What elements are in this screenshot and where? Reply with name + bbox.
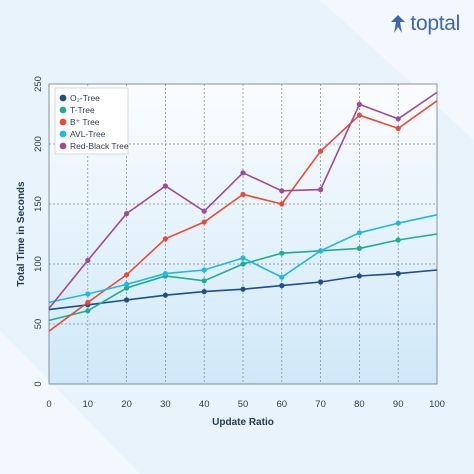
data-point	[85, 257, 91, 263]
y-tick-label: 100	[33, 256, 44, 272]
data-point	[240, 261, 246, 267]
data-point	[395, 125, 401, 131]
x-tick-label: 40	[199, 399, 210, 410]
data-point	[124, 272, 130, 278]
data-point	[85, 291, 91, 297]
data-point	[395, 271, 401, 277]
data-point	[162, 236, 168, 242]
data-point	[318, 187, 324, 193]
x-tick-label: 100	[429, 399, 445, 410]
x-tick-label: 50	[238, 399, 249, 410]
data-point	[279, 201, 285, 207]
data-point	[162, 271, 168, 277]
data-point	[240, 286, 246, 292]
data-point	[124, 211, 130, 217]
data-point	[201, 219, 207, 225]
y-tick-label: 150	[33, 196, 44, 212]
data-point	[356, 230, 362, 236]
x-tick-label: 70	[315, 399, 326, 410]
data-point	[124, 297, 130, 303]
legend-label: AVL-Tree	[70, 129, 106, 139]
y-tick-label: 250	[33, 76, 44, 92]
legend-marker	[59, 94, 67, 102]
x-tick-label: 10	[83, 399, 94, 410]
series-3	[48, 214, 438, 304]
data-point	[279, 188, 285, 194]
data-point	[240, 255, 246, 261]
data-point	[356, 101, 362, 107]
x-tick-label: 30	[160, 399, 171, 410]
data-point	[395, 237, 401, 243]
legend-label: O₂-Tree	[70, 93, 100, 103]
data-point	[201, 278, 207, 284]
x-tick-label: 60	[277, 399, 288, 410]
data-point	[162, 292, 168, 298]
y-tick-label: 0	[33, 381, 44, 386]
legend-label: B⁺ Tree	[70, 117, 100, 127]
data-point	[279, 250, 285, 256]
x-tick-label: 20	[121, 399, 132, 410]
data-point	[356, 273, 362, 279]
data-point	[124, 285, 130, 291]
y-tick-label: 200	[33, 136, 44, 152]
series-4	[48, 91, 438, 309]
legend-marker	[59, 118, 67, 126]
y-tick-label: 50	[33, 319, 44, 330]
x-tick-label: 0	[46, 399, 51, 410]
x-tick-label: 90	[393, 399, 404, 410]
data-point	[240, 170, 246, 176]
data-point	[318, 279, 324, 285]
data-point	[162, 183, 168, 189]
data-point	[318, 148, 324, 154]
data-point	[395, 116, 401, 122]
legend-label: T-Tree	[70, 105, 95, 115]
data-point	[240, 191, 246, 197]
legend-marker	[59, 130, 67, 138]
legend-box	[54, 87, 129, 155]
data-point	[201, 289, 207, 295]
data-point	[85, 299, 91, 305]
series-2	[48, 100, 438, 332]
y-axis-label: Total Time in Seconds	[16, 181, 27, 287]
data-point	[395, 220, 401, 226]
data-point	[85, 308, 91, 314]
legend-marker	[59, 106, 67, 114]
legend-label: Red-Black Tree	[70, 141, 129, 151]
data-point	[201, 267, 207, 273]
data-point	[356, 112, 362, 118]
toptal-logo: toptal	[389, 12, 460, 36]
toptal-diamond-icon	[391, 15, 406, 33]
data-point	[279, 283, 285, 289]
data-point	[201, 208, 207, 214]
data-point	[318, 248, 324, 254]
data-point	[124, 281, 130, 287]
data-point	[356, 245, 362, 251]
legend-marker	[59, 142, 67, 150]
x-tick-label: 80	[354, 399, 365, 410]
data-point	[279, 274, 285, 280]
logo-text: toptal	[410, 12, 460, 35]
x-axis-label: Update Ratio	[212, 417, 274, 428]
